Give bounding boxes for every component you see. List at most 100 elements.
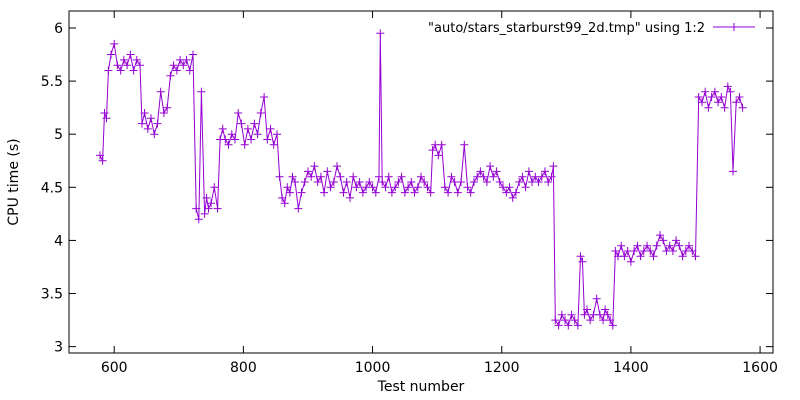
data-point xyxy=(336,172,345,181)
data-point xyxy=(511,188,520,197)
data-point xyxy=(323,167,332,176)
data-point xyxy=(570,316,579,325)
data-point xyxy=(185,66,194,75)
data-point xyxy=(595,310,604,319)
data-point xyxy=(210,183,219,192)
data-point xyxy=(96,151,104,160)
legend: "auto/stars_starburst99_2d.tmp" using 1:… xyxy=(428,21,755,36)
data-point xyxy=(592,294,601,303)
data-point xyxy=(440,183,449,192)
data-point xyxy=(207,199,216,208)
data-point xyxy=(576,252,585,261)
data-point xyxy=(329,178,338,186)
data-point xyxy=(129,66,138,75)
data-point xyxy=(260,93,269,101)
data-point xyxy=(636,252,645,261)
data-point xyxy=(685,241,693,250)
data-point xyxy=(567,310,576,319)
data-point xyxy=(263,135,272,144)
y-axis: 3 3.5 4 4.5 5 5.5 6 xyxy=(41,21,773,356)
data-point xyxy=(192,204,201,213)
data-point xyxy=(169,61,178,70)
data-point xyxy=(495,178,504,186)
data-point xyxy=(694,93,703,101)
data-point xyxy=(349,172,358,181)
data-point xyxy=(447,172,456,181)
data-point xyxy=(102,114,111,123)
data-point xyxy=(339,188,348,197)
data-point xyxy=(423,183,432,192)
data-point xyxy=(428,146,437,155)
data-point xyxy=(551,316,560,325)
data-point xyxy=(98,156,107,165)
data-point xyxy=(391,183,400,192)
data-point xyxy=(489,172,498,181)
x-tick-label: 1000 xyxy=(355,360,391,376)
data-point xyxy=(100,109,109,117)
data-point xyxy=(316,172,325,181)
data-point xyxy=(221,135,230,144)
data-point xyxy=(726,87,735,96)
data-point xyxy=(297,188,306,197)
data-point xyxy=(534,178,543,186)
data-point xyxy=(557,310,566,319)
data-point xyxy=(256,109,265,117)
data-point xyxy=(397,172,406,181)
x-tick-label: 1600 xyxy=(742,360,778,376)
data-point xyxy=(672,236,681,245)
data-point xyxy=(227,130,236,139)
data-point xyxy=(394,178,403,186)
data-point xyxy=(368,183,377,192)
data-point xyxy=(376,29,385,38)
data-point xyxy=(202,193,211,202)
data-point xyxy=(720,103,729,112)
series-cpu-time xyxy=(96,29,747,330)
data-point xyxy=(453,188,462,197)
data-point xyxy=(136,61,144,70)
data-point xyxy=(113,61,122,70)
data-point xyxy=(541,167,549,176)
data-point xyxy=(243,124,252,133)
data-point xyxy=(601,305,610,314)
data-point xyxy=(691,252,700,261)
data-point xyxy=(384,172,393,181)
data-point xyxy=(537,172,546,181)
data-point xyxy=(649,252,658,261)
data-point xyxy=(710,87,719,96)
data-point xyxy=(326,183,335,192)
data-point xyxy=(159,109,168,117)
data-point xyxy=(283,183,292,192)
data-point xyxy=(732,98,741,107)
data-point xyxy=(723,82,732,91)
y-tick-label: 4 xyxy=(54,233,63,249)
x-tick-label: 1400 xyxy=(613,360,649,376)
data-point xyxy=(143,124,152,133)
data-point xyxy=(307,172,316,181)
legend-marker xyxy=(730,23,738,31)
data-point xyxy=(126,50,135,59)
data-point xyxy=(172,66,181,75)
data-point xyxy=(147,114,155,123)
data-point xyxy=(410,188,419,197)
plot-frame xyxy=(68,10,774,354)
data-point xyxy=(163,103,172,112)
data-point xyxy=(508,193,517,202)
data-point xyxy=(197,87,206,96)
data-point xyxy=(665,241,674,250)
data-point xyxy=(304,167,312,176)
data-point xyxy=(107,50,115,59)
legend-sample xyxy=(713,23,755,31)
data-point xyxy=(250,119,259,128)
data-point xyxy=(413,183,422,192)
data-point xyxy=(434,151,443,160)
data-point xyxy=(583,305,591,314)
data-point xyxy=(253,130,262,139)
data-point xyxy=(521,183,530,192)
y-tick-label: 3 xyxy=(54,340,63,356)
data-point xyxy=(280,199,289,208)
data-point xyxy=(603,310,612,319)
y-tick-label: 3.5 xyxy=(41,287,63,303)
data-point xyxy=(457,178,465,186)
data-point xyxy=(417,172,425,181)
